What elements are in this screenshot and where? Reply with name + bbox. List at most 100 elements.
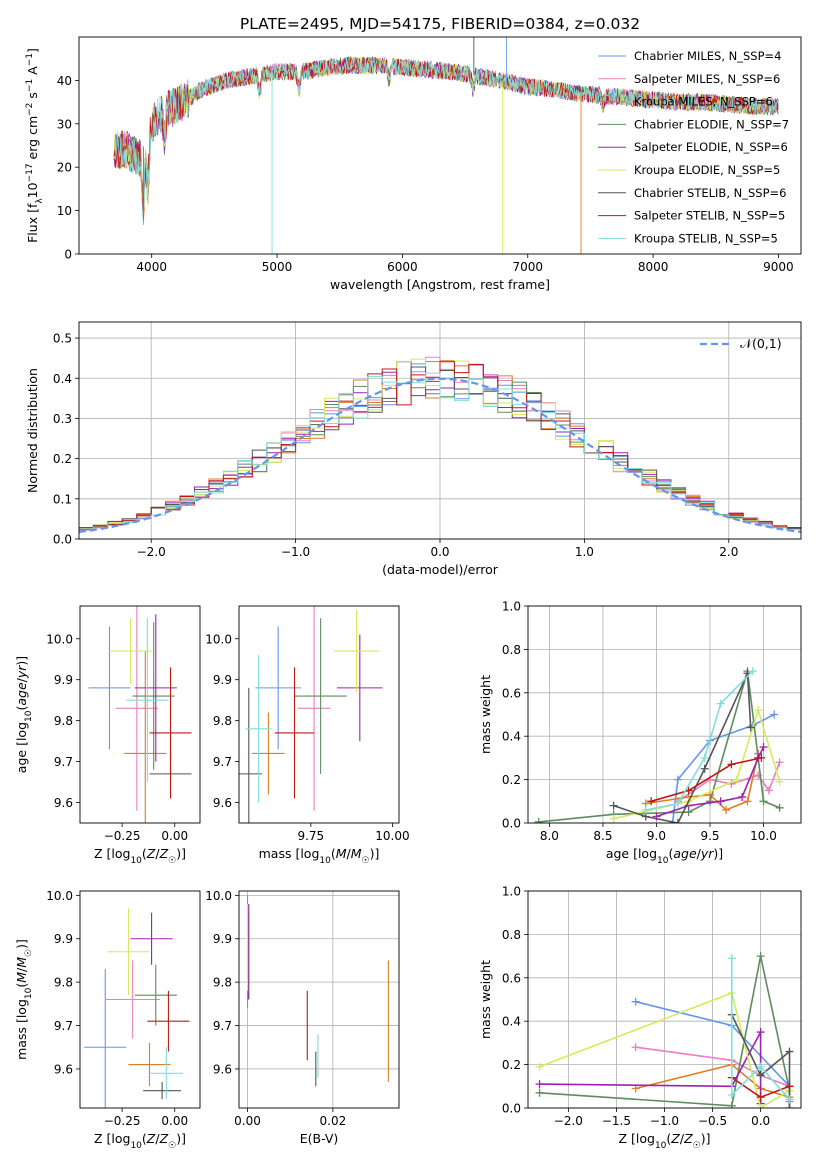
x-tick-label: 7000 [512, 260, 543, 274]
axis-label-part: yr [14, 665, 29, 679]
axis-label-part: 10 [24, 710, 34, 722]
axis-label-part: age [log [606, 846, 657, 861]
weight-series-line [635, 1046, 790, 1088]
x-axis-label: Z [log10(Z/Z☉)] [94, 846, 186, 866]
weight-marker [631, 1043, 640, 1052]
figure-title: PLATE=2495, MJD=54175, FIBERID=0384, z=0… [240, 15, 640, 33]
age-vs-metallicity-panel: −0.25 0.009.69.79.89.910.0Z [log10(Z/Z☉)]… [14, 605, 201, 866]
weight-marker [770, 710, 779, 719]
legend-entry: Salpeter ELODIE, N_SSP=6 [634, 140, 788, 154]
spectrum-panel: 4000 5000 6000 7000 8000 9000 0 10 20 30 40 wavelen… [25, 36, 802, 292]
x-tick-label: 1.0 [575, 545, 594, 559]
weight-marker [673, 819, 682, 823]
weight-marker [785, 1047, 794, 1056]
x-tick-label: 8.5 [593, 829, 612, 843]
axis-label-part: A [25, 66, 40, 79]
y-tick-label: 0.4 [502, 1015, 521, 1029]
axis-label-part: 10 [130, 1141, 142, 1151]
x-tick-label: −1.0 [650, 1114, 679, 1128]
y-tick-label: 10 [57, 204, 72, 218]
legend-entry: Chabrier STELIB, N_SSP=6 [634, 186, 786, 200]
weight-marker [756, 1071, 765, 1080]
x-tick-label: 0.00 [161, 829, 188, 843]
weight-marker [785, 1095, 794, 1104]
axis-label-part: age [14, 682, 29, 706]
x-axis-label: wavelength [Angstrom, rest frame] [330, 277, 550, 292]
x-tick-label: −2.0 [137, 545, 166, 559]
y-tick-label: 9.8 [213, 976, 232, 990]
legend-entry: 𝒩(0,1) [740, 336, 782, 351]
x-tick-label: 9000 [763, 260, 794, 274]
y-tick-label: 10.0 [205, 889, 232, 903]
plot-area [88, 606, 192, 823]
axis-label-part: Z [log [94, 846, 130, 861]
axes-frame [79, 605, 201, 824]
plot-area [246, 895, 389, 1087]
axes-frame [78, 36, 802, 255]
weight-marker [668, 819, 677, 823]
y-tick-label: 9.7 [213, 755, 232, 769]
weight-marker [748, 667, 757, 676]
x-tick-label: 0.0 [751, 1114, 770, 1128]
weight-marker [535, 1088, 544, 1097]
weight-series-line [645, 670, 754, 811]
x-tick-label: 2.0 [719, 545, 738, 559]
weight-marker [641, 805, 650, 814]
axis-label-part: ( [142, 846, 147, 861]
spectrum-line [113, 57, 779, 217]
x-tick-label: −1.0 [281, 545, 310, 559]
axis-label-part: ( [666, 1131, 671, 1146]
weight-marker [759, 797, 768, 806]
weight-marker [609, 801, 618, 810]
axis-label-part: )] [176, 1131, 186, 1146]
weight-marker [732, 775, 741, 784]
weight-series-line [650, 757, 762, 803]
x-tick-label: −1.5 [602, 1114, 631, 1128]
x-axis-label: Z [log10(Z/Z☉)] [94, 1131, 186, 1151]
axis-label-part: M [14, 957, 29, 968]
y-tick-label: 30 [57, 117, 72, 131]
weight-marker [716, 699, 725, 708]
plot-area [239, 606, 383, 823]
y-tick-label: 0.4 [53, 372, 72, 386]
axis-label-part: λ [35, 198, 45, 204]
axis-label-part: −17 [25, 163, 35, 182]
x-tick-label: 0.00 [161, 1114, 188, 1128]
axis-label-part: ( [14, 983, 29, 988]
axis-label-part: Z [log [94, 1131, 130, 1146]
plot-area [113, 37, 779, 254]
axis-label-part: ( [142, 1131, 147, 1146]
axis-label-part: s [25, 92, 40, 103]
weight-series-line [539, 1031, 762, 1104]
x-axis-label: age [log10(age/yr)] [606, 846, 723, 866]
y-tick-label: 9.8 [54, 976, 73, 990]
x-tick-label: 9.5 [700, 829, 719, 843]
mass-vs-metallicity-panel: −0.25 0.009.69.79.89.910.0Z [log10(Z/Z☉)]… [14, 889, 201, 1151]
weight-marker [722, 805, 731, 814]
axes-frame [238, 605, 400, 824]
weight-marker [775, 758, 784, 767]
axis-label-part: ☉ [24, 949, 34, 957]
y-tick-label: 0 [64, 248, 72, 262]
weight-series-line [656, 746, 765, 818]
y-tick-label: 9.7 [54, 1019, 73, 1033]
y-tick-label: 9.8 [54, 714, 73, 728]
y-tick-label: 0.2 [502, 1058, 521, 1072]
x-tick-label: −0.25 [104, 829, 141, 843]
x-tick-label: 8000 [638, 260, 669, 274]
weight-marker [700, 753, 709, 762]
axis-label-part: yr [700, 846, 714, 861]
y-tick-label: 9.9 [54, 932, 73, 946]
weight-marker [756, 952, 765, 961]
axis-label-part: Z [146, 846, 156, 861]
axis-label-part: )] [701, 1131, 711, 1146]
legend-entry: Kroupa MILES, N_SSP=6 [634, 95, 773, 109]
axis-label-part: age [log [14, 722, 29, 773]
axis-label-part: −1 [25, 53, 35, 66]
weight-series-line [677, 761, 781, 802]
x-axis-label: Z [log10(Z/Z☉)] [618, 1131, 710, 1151]
y-tick-label: 20 [57, 161, 72, 175]
y-tick-label: 9.6 [213, 1062, 232, 1076]
axis-label-part: 10 [130, 856, 142, 866]
